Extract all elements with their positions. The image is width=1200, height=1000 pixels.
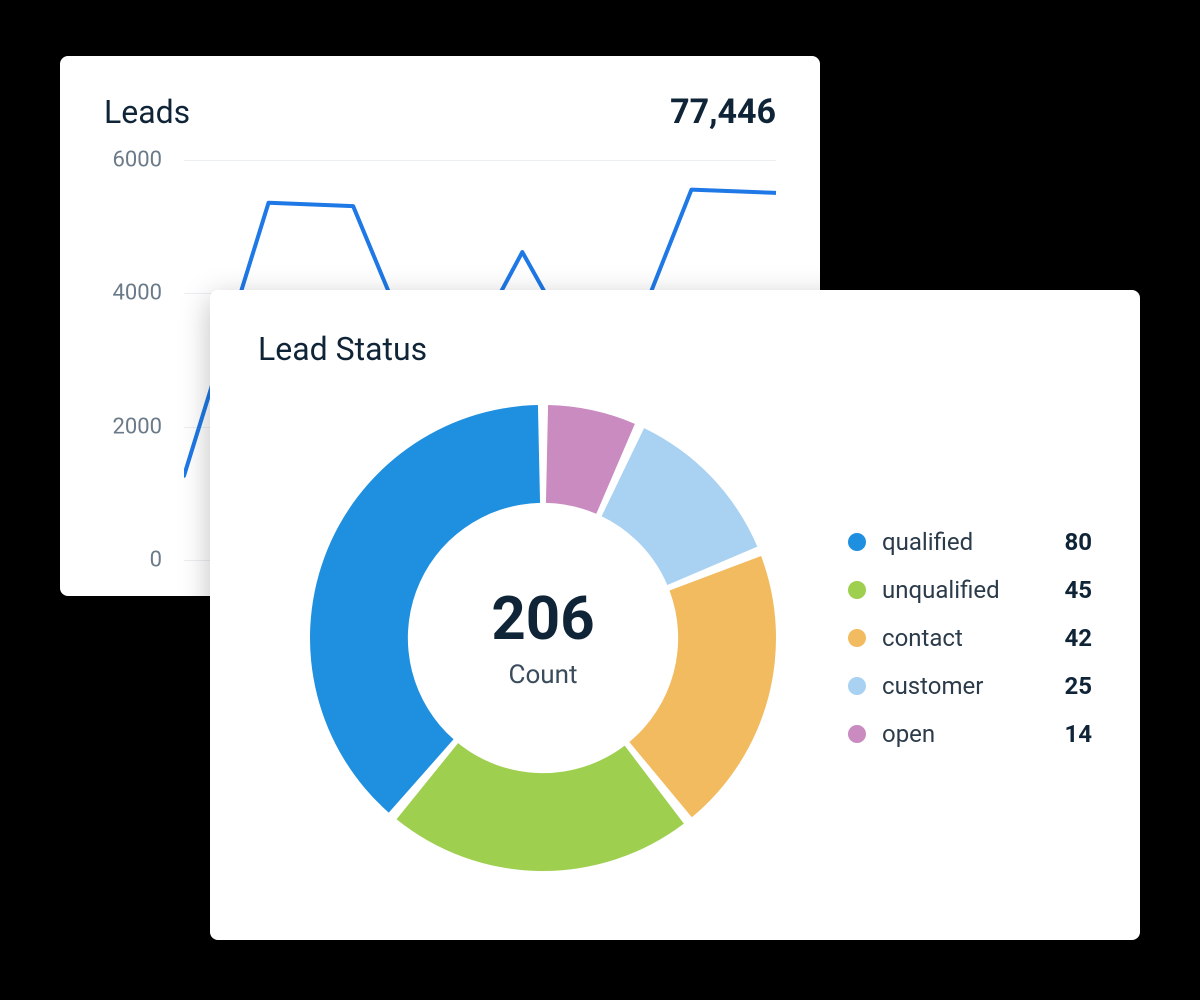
legend-name: unqualified bbox=[882, 576, 1000, 604]
legend-dot-icon bbox=[848, 725, 866, 743]
legend-item-unqualified: unqualified 45 bbox=[848, 566, 1092, 614]
legend-item-left: customer bbox=[848, 672, 983, 700]
legend-item-qualified: qualified 80 bbox=[848, 518, 1092, 566]
legend-dot-icon bbox=[848, 581, 866, 599]
donut-slice-customer bbox=[602, 428, 758, 585]
lead-status-body: 206 Count qualified 80 unqualified 45 contac… bbox=[258, 378, 1092, 898]
donut-slice-unqualified bbox=[397, 743, 684, 871]
donut-chart: 206 Count bbox=[308, 403, 778, 873]
donut-slice-contact bbox=[629, 556, 776, 817]
legend-dot-icon bbox=[848, 629, 866, 647]
legend-item-left: contact bbox=[848, 624, 963, 652]
legend-value: 25 bbox=[1064, 672, 1092, 700]
donut-slice-qualified bbox=[310, 405, 540, 813]
y-tick-label: 0 bbox=[150, 548, 162, 573]
y-tick-label: 4000 bbox=[113, 281, 162, 306]
legend-name: qualified bbox=[882, 528, 973, 556]
legend-value: 45 bbox=[1064, 576, 1092, 604]
y-tick-label: 2000 bbox=[113, 414, 162, 439]
legend-dot-icon bbox=[848, 677, 866, 695]
legend-item-left: unqualified bbox=[848, 576, 1000, 604]
legend-name: contact bbox=[882, 624, 963, 652]
legend-item-left: qualified bbox=[848, 528, 973, 556]
leads-header: Leads 77,446 bbox=[104, 92, 776, 132]
leads-title: Leads bbox=[104, 93, 190, 131]
legend-name: customer bbox=[882, 672, 983, 700]
lead-status-card: Lead Status 206 Count qualified 80 unquali… bbox=[210, 290, 1140, 940]
donut-svg bbox=[308, 403, 778, 873]
lead-status-title: Lead Status bbox=[258, 330, 1092, 368]
leads-total-value: 77,446 bbox=[670, 92, 776, 132]
legend-item-left: open bbox=[848, 720, 935, 748]
legend-value: 42 bbox=[1064, 624, 1092, 652]
y-tick-label: 6000 bbox=[113, 148, 162, 173]
legend: qualified 80 unqualified 45 contact 42 custome… bbox=[848, 518, 1092, 758]
legend-item-open: open 14 bbox=[848, 710, 1092, 758]
legend-value: 80 bbox=[1064, 528, 1092, 556]
legend-dot-icon bbox=[848, 533, 866, 551]
legend-item-customer: customer 25 bbox=[848, 662, 1092, 710]
legend-value: 14 bbox=[1064, 720, 1092, 748]
legend-item-contact: contact 42 bbox=[848, 614, 1092, 662]
legend-name: open bbox=[882, 720, 935, 748]
